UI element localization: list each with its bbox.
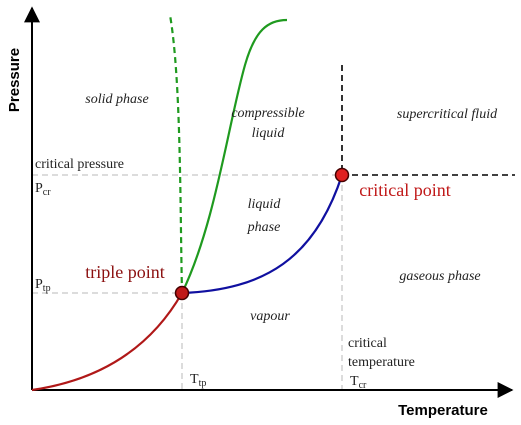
level-symbol: Tcr	[350, 374, 367, 391]
critical-point-marker	[334, 167, 350, 183]
anomalous-melting-curve	[168, 14, 184, 294]
level-label: temperature	[348, 355, 415, 370]
point-label: triple point	[85, 262, 165, 282]
region-label: compressible	[231, 106, 304, 121]
symbol: P	[35, 181, 43, 196]
region-label: phase	[247, 220, 281, 235]
subscript: cr	[43, 187, 51, 198]
subscript: tp	[199, 378, 207, 389]
region-label: gaseous phase	[399, 269, 480, 284]
x-axis-label: Temperature	[398, 402, 488, 419]
point-label: critical point	[359, 180, 450, 200]
sublimation-curve	[31, 292, 183, 392]
symbol: P	[35, 277, 43, 292]
level-label: critical pressure	[35, 157, 124, 172]
level-symbol: Ttp	[190, 372, 206, 389]
region-label: solid phase	[85, 92, 148, 107]
melting-curve	[181, 18, 288, 294]
guide-lines	[32, 174, 343, 390]
vaporization-curve	[181, 174, 344, 295]
symbol: T	[350, 374, 359, 389]
region-label: liquid	[252, 126, 286, 141]
level-symbol: Ptp	[35, 277, 51, 294]
region-label: liquid	[248, 197, 282, 212]
subscript: cr	[359, 380, 367, 391]
subscript: tp	[43, 283, 51, 294]
symbol: T	[190, 372, 199, 387]
y-axis-label: Pressure	[6, 48, 23, 112]
region-label: supercritical fluid	[397, 107, 498, 122]
region-label: vapour	[250, 309, 290, 324]
triple-point-marker	[174, 285, 190, 301]
level-symbol: Pcr	[35, 181, 51, 198]
level-label: critical	[348, 336, 387, 351]
